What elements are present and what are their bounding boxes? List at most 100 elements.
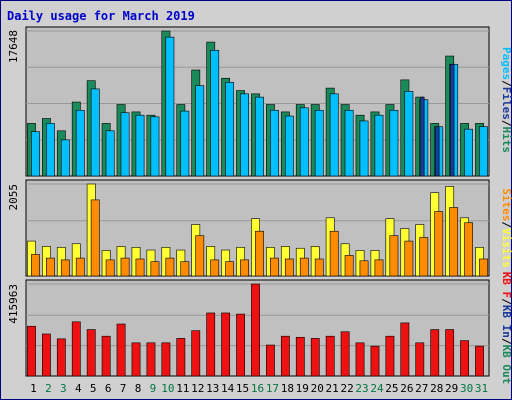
bar-sites-day-8 (135, 258, 145, 277)
bar-sites-day-5 (90, 199, 100, 277)
y-max-label: 2055 (7, 184, 20, 211)
x-tick-day-9: 9 (150, 382, 157, 395)
bar-sites-day-18 (284, 258, 294, 277)
x-tick-day-27: 27 (415, 382, 428, 395)
bar-sites-day-15 (240, 259, 249, 277)
bar-sites-day-7 (120, 257, 130, 277)
legend-separator: / (500, 338, 512, 345)
bar-files-day-5 (90, 88, 100, 177)
x-tick-day-7: 7 (120, 382, 127, 395)
bar-files-day-16 (255, 96, 264, 177)
x-tick-day-24: 24 (370, 382, 384, 395)
bar-kb-f-day-9 (146, 342, 156, 377)
bar-sites-day-27 (419, 237, 429, 277)
bar-kb-f-day-6 (101, 335, 111, 377)
bar-kb-f-day-26 (400, 322, 410, 377)
bar-kb-f-day-15 (236, 313, 245, 377)
x-tick-day-6: 6 (105, 382, 112, 395)
bar-sites-day-19 (299, 257, 309, 277)
chart-panels: 176482055415963Pages/Files/HitsSites/Vis… (7, 26, 512, 385)
bar-kb-f-day-13 (206, 312, 216, 377)
x-tick-day-15: 15 (236, 382, 249, 395)
bar-kb-f-day-7 (116, 323, 126, 377)
bar-files-day-15 (240, 93, 249, 177)
bar-kb-f-day-2 (41, 333, 51, 377)
x-tick-day-12: 12 (191, 382, 204, 395)
bar-sites-day-30 (464, 222, 473, 277)
legend-pages-files-hits: Pages/Files/Hits (500, 47, 512, 153)
bar-files-day-24 (374, 114, 384, 177)
bar-sites-day-11 (180, 261, 190, 277)
bar-files-day-1 (31, 131, 40, 177)
x-tick-day-18: 18 (281, 382, 294, 395)
legend-item-files: Files (500, 87, 512, 120)
x-tick-day-14: 14 (221, 382, 235, 395)
y-max-label: 415963 (7, 284, 20, 324)
bar-files-day-22 (344, 109, 354, 177)
panel-pages-files-hits: 17648 (7, 26, 490, 177)
bar-files-day-9 (150, 116, 160, 177)
bar-kb-f-day-25 (385, 335, 395, 377)
bar-kb-f-day-14 (221, 312, 231, 377)
bar-kb-f-day-3 (56, 338, 66, 377)
bar-kb-f-day-23 (355, 342, 365, 377)
bar-kb-f-day-8 (131, 342, 141, 377)
x-tick-day-23: 23 (355, 382, 368, 395)
bar-sites-day-31 (479, 258, 488, 277)
bar-files-day-7 (120, 112, 130, 177)
bar-kb-f-day-18 (280, 335, 290, 377)
x-tick-day-8: 8 (135, 382, 142, 395)
bar-files-day-23 (359, 120, 369, 177)
x-tick-day-29: 29 (445, 382, 458, 395)
legend-separator: / (500, 298, 512, 305)
bar-pages-day-27 (420, 96, 425, 177)
x-tick-day-31: 31 (475, 382, 488, 395)
bar-kb-f-day-20 (310, 338, 320, 377)
bar-kb-f-day-16 (251, 283, 260, 377)
bar-files-day-30 (464, 128, 473, 177)
legend-visits-sites: Sites/Visits (500, 188, 512, 268)
bar-files-day-21 (329, 93, 339, 177)
bar-sites-day-6 (105, 259, 115, 277)
bar-kb-f-day-12 (191, 330, 201, 377)
x-axis-labels: 1 2 3 4 5 6 7 8 9 10 11 12 13 14 15 16 17 18 19 20 21 22 23 24 2… (30, 382, 488, 395)
x-tick-day-16: 16 (251, 382, 264, 395)
bar-files-day-17 (270, 109, 279, 177)
bar-sites-day-21 (329, 230, 339, 277)
bar-kb-f-day-29 (445, 329, 455, 377)
x-tick-day-5: 5 (90, 382, 97, 395)
bar-files-day-31 (479, 126, 488, 177)
legend-item-pages: Pages (500, 47, 512, 80)
bar-kb-f-day-19 (295, 336, 305, 377)
bar-kb-f-day-30 (460, 340, 469, 377)
bar-sites-day-25 (389, 235, 399, 277)
bar-kb-f-day-10 (161, 342, 171, 377)
legend-item-visits: Visits (500, 228, 512, 268)
legend-item-kb-in: KB In (500, 305, 512, 338)
bar-kb-f-day-1 (27, 325, 36, 377)
bar-sites-day-3 (60, 259, 70, 277)
bar-sites-day-10 (165, 257, 175, 277)
bar-kb-f-day-4 (71, 321, 81, 377)
bar-files-day-14 (225, 82, 235, 177)
bar-files-day-26 (404, 91, 414, 177)
x-tick-day-10: 10 (161, 382, 174, 395)
bar-kb-f-day-24 (370, 345, 380, 377)
bar-kb-f-day-17 (266, 344, 275, 377)
bar-files-day-6 (105, 130, 115, 177)
bar-kb-f-day-5 (86, 329, 96, 377)
legend-item-hits: Hits (500, 127, 512, 154)
panel-kbin-kbout-kbf: 415963 (7, 279, 490, 377)
bar-files-day-2 (45, 123, 55, 177)
bar-sites-day-28 (434, 211, 444, 277)
chart-title: Daily usage for March 2019 (7, 9, 195, 23)
x-tick-day-19: 19 (296, 382, 309, 395)
bar-sites-day-23 (359, 260, 369, 277)
legend-kbin-kbout-kbf: KB F/KB In/KB Out (500, 272, 512, 385)
bar-kb-f-day-28 (430, 329, 440, 377)
bar-files-day-13 (210, 49, 220, 177)
bar-kb-f-day-21 (325, 335, 335, 377)
x-tick-day-28: 28 (430, 382, 443, 395)
x-tick-day-26: 26 (400, 382, 413, 395)
bar-files-day-10 (165, 36, 175, 177)
